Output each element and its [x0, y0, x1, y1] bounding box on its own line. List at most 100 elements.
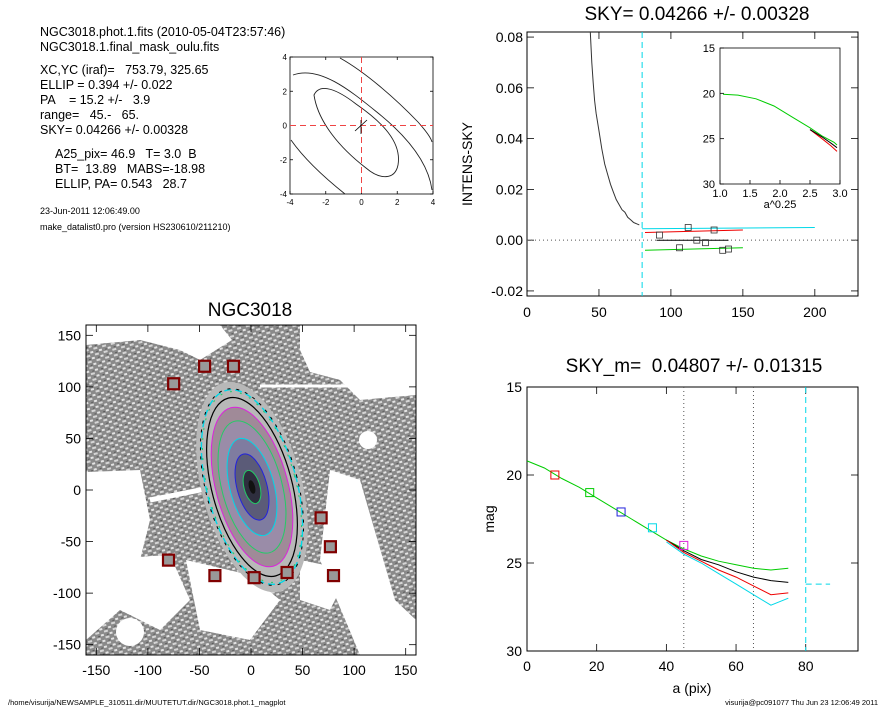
sky-inset-xlabel: a^0.25: [764, 199, 797, 211]
sky-sample-square: [684, 224, 692, 231]
mask-region: [359, 368, 416, 397]
isophote-black: [206, 396, 298, 578]
sky-sample-square: [702, 239, 709, 247]
image-map-pixels: [86, 325, 416, 655]
sky-inset-ticks: 1.0 1.5 2.0 2.5 3.0 15 20 25 30: [703, 43, 848, 200]
info-line-6: range= 45.- 65.: [40, 108, 139, 122]
x-tick-label: 60: [728, 658, 744, 674]
x-tick-label: 4: [431, 198, 436, 207]
sky-series-cyan: [642, 227, 815, 230]
mag-sample-square: [550, 470, 560, 480]
x-tick-label: 40: [659, 658, 675, 674]
y-tick-label: 0.06: [496, 80, 523, 96]
x-tick-label: 1.0: [712, 188, 727, 200]
mag-profile-series: [526, 387, 831, 651]
mask-box: [323, 540, 338, 554]
info-program: make_datalist0.pro (version HS230610/211…: [40, 222, 230, 232]
sky-profile-title: SKY= 0.04266 +/- 0.00328: [584, 4, 809, 25]
y-tick-label: 4: [283, 53, 288, 62]
inset-series-green: [722, 93, 838, 146]
x-tick-label: 0: [523, 304, 531, 320]
sky-sample-square: [710, 226, 718, 234]
x-tick-label: 2: [395, 198, 400, 207]
mask-region: [86, 325, 232, 360]
info-line-8: A25_pix= 46.9 T= 3.0 B: [55, 147, 197, 161]
mask-region: [86, 555, 190, 640]
y-tick-label: 25: [506, 555, 522, 571]
sky-sample-square: [693, 236, 701, 244]
y-tick-label: 50: [65, 430, 81, 446]
x-tick-label: 150: [394, 662, 418, 678]
mask-region: [388, 610, 412, 634]
info-line-1: NGC3018.phot.1.fits (2010-05-04T23:57:46…: [40, 25, 285, 39]
y-tick-label: 25: [703, 134, 715, 146]
y-tick-label: -150: [53, 637, 81, 653]
info-date: 23-Jun-2011 12:06:49.00: [40, 206, 140, 216]
footer-path: /home/visurija/NEWSAMPLE_310511.dir/MUUT…: [8, 698, 286, 707]
x-tick-label: 200: [803, 304, 827, 320]
contour-outer-left: [290, 139, 346, 195]
x-tick-label: 80: [798, 658, 814, 674]
y-tick-label: -100: [53, 585, 81, 601]
info-line-5: PA = 15.2 +/- 3.9: [40, 93, 150, 107]
sky-inset-frame: [719, 47, 841, 185]
image-map-ticks: -150 -100 -50 0 50 100 150 150 100 50 0 -50 -100 -150: [53, 325, 418, 678]
x-tick-label: 1.5: [742, 188, 757, 200]
y-tick-label: 0.04: [496, 131, 523, 147]
y-tick-label: -2: [280, 156, 288, 165]
x-tick-label: 150: [731, 304, 755, 320]
info-line-7: SKY= 0.04266 +/- 0.00328: [40, 123, 188, 137]
mag-profile-ylabel: mag: [481, 505, 497, 532]
y-tick-label: -0.02: [491, 283, 523, 299]
mag-sample-square: [679, 540, 689, 550]
x-tick-label: -100: [134, 662, 162, 678]
x-tick-label: 100: [342, 662, 366, 678]
info-line-2: NGC3018.1.final_mask_oulu.fits: [40, 40, 219, 54]
y-tick-label: 30: [703, 179, 715, 191]
mag-series-cyan: [666, 541, 789, 606]
x-tick-label: -2: [322, 198, 330, 207]
mask-box: [314, 511, 328, 525]
intensity-curve: [589, 31, 640, 226]
x-tick-label: -150: [82, 662, 110, 678]
mask-box: [167, 377, 181, 391]
mag-sample-square: [585, 488, 595, 498]
y-tick-label: 0.08: [496, 29, 523, 45]
y-tick-label: -4: [280, 190, 288, 199]
y-tick-label: 0.00: [496, 232, 523, 248]
mag-profile-title: SKY_m= 0.04807 +/- 0.01315: [566, 356, 823, 377]
y-tick-label: 15: [703, 43, 715, 55]
mag-profile-frame: [526, 386, 859, 652]
mask-region: [320, 470, 416, 655]
mask-box: [247, 571, 261, 585]
x-tick-label: 20: [589, 658, 605, 674]
info-line-4: ELLIP = 0.394 +/- 0.022: [40, 78, 173, 92]
y-tick-label: 0.02: [496, 181, 523, 197]
contour-ticks: -4 -2 0 2 4 -4 -2 0 2 4: [280, 53, 436, 207]
image-map-chart: NGC3018: [53, 300, 418, 678]
y-tick-label: 2: [283, 87, 288, 96]
mask-region: [359, 431, 377, 449]
info-block: NGC3018.phot.1.fits (2010-05-04T23:57:46…: [40, 25, 285, 232]
sky-inset-series: [722, 93, 838, 152]
mag-profile-xlabel: a (pix): [673, 680, 712, 696]
x-tick-label: 2.5: [802, 188, 817, 200]
image-map-mask-boxes: [161, 359, 341, 585]
mask-box: [197, 359, 212, 373]
fit-ellipse-black: [199, 388, 305, 586]
y-tick-label: 150: [58, 327, 82, 343]
mag-sample-square: [647, 523, 657, 533]
mag-series-green: [526, 460, 789, 571]
sky-profile-chart: SKY= 0.04266 +/- 0.00328 0 50 100 150 200 0.0…: [459, 4, 859, 320]
info-line-10: ELLIP, PA= 0.543 28.7: [55, 177, 187, 191]
y-tick-label: 0: [283, 122, 288, 131]
sky-profile-ylabel: INTENS-SKY: [459, 121, 475, 206]
inset-series-red: [809, 129, 838, 152]
sky-sample-square: [725, 245, 732, 253]
y-tick-label: 20: [506, 467, 522, 483]
y-tick-label: -50: [61, 534, 81, 550]
contour-inset: -4 -2 0 2 4 -4 -2 0 2 4: [280, 53, 436, 207]
mag-profile-chart: SKY_m= 0.04807 +/- 0.01315 0 20 40 60 80 15 20…: [481, 356, 859, 696]
x-tick-label: 100: [659, 304, 683, 320]
